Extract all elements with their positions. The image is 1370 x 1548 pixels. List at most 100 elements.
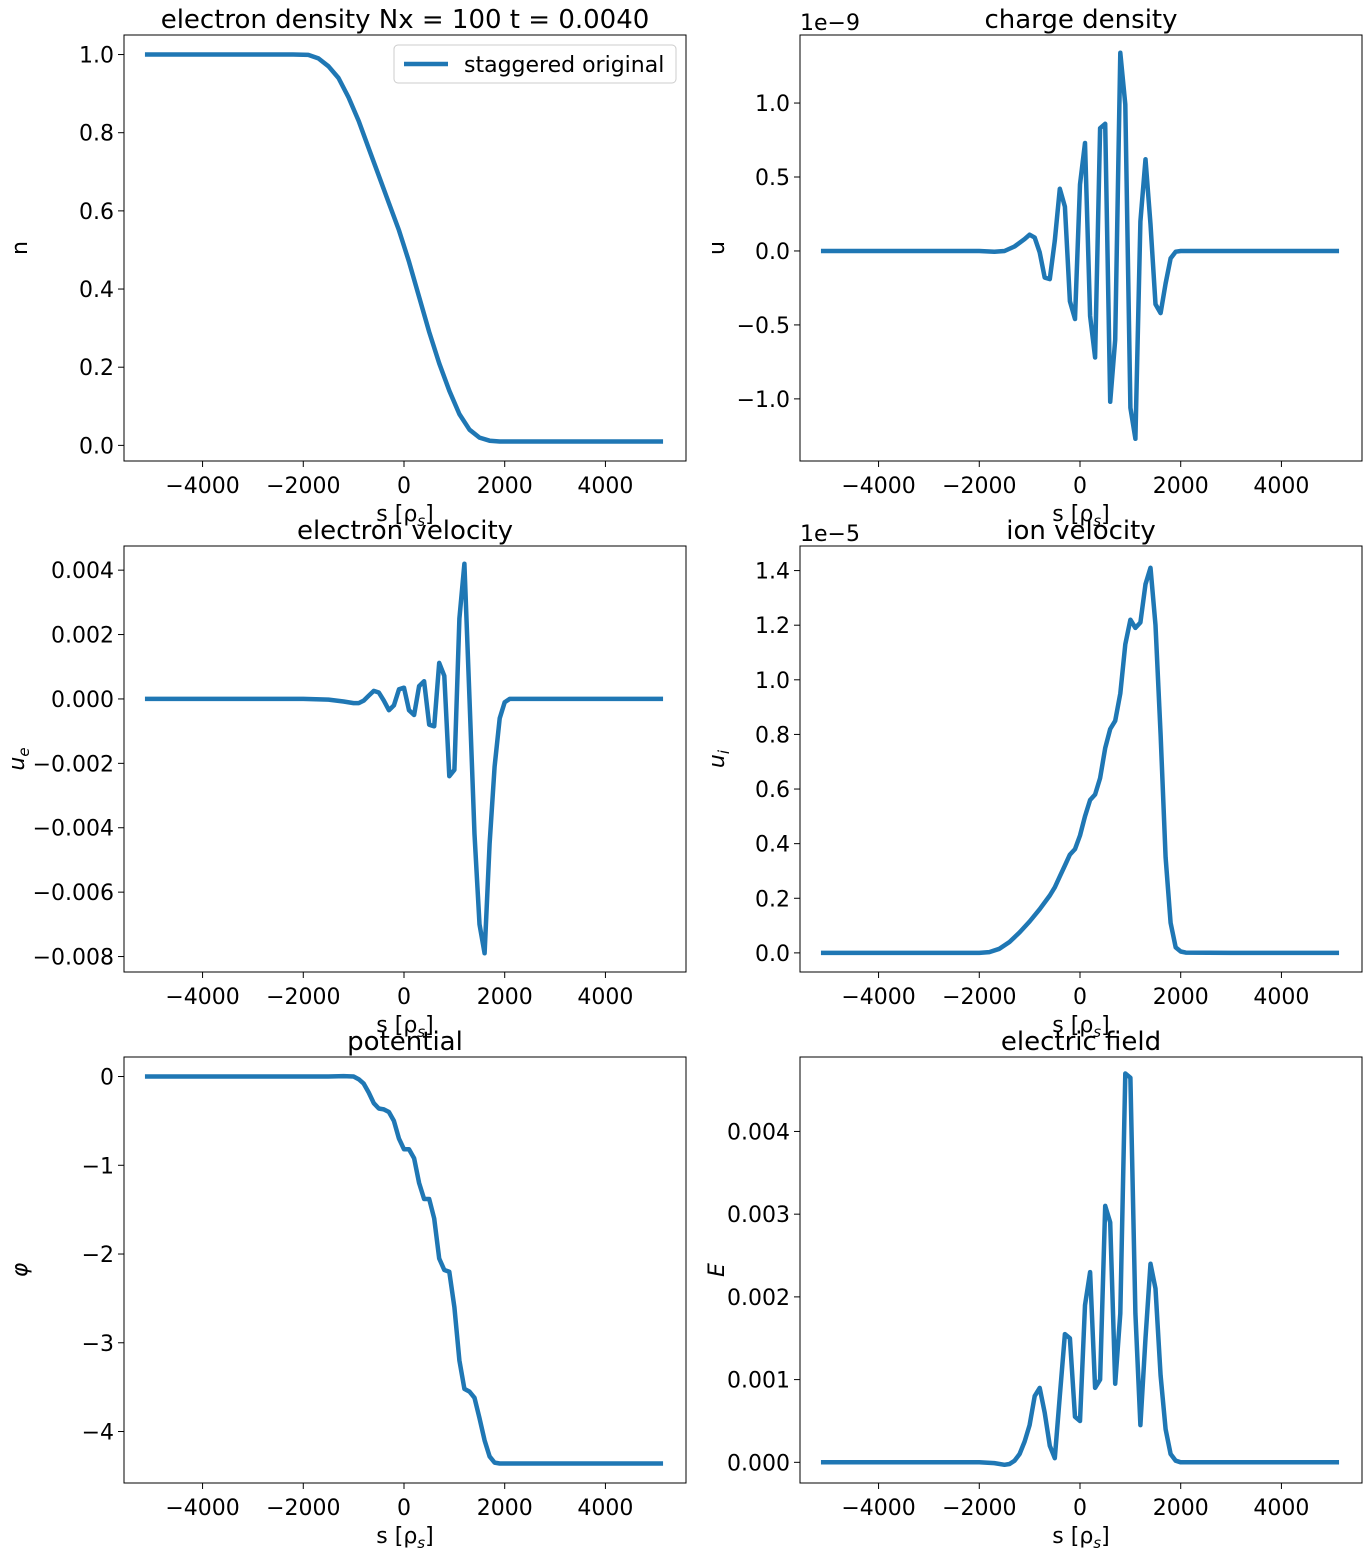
legend: staggered original: [393, 44, 677, 84]
y-tick-label: 1.0: [79, 44, 114, 69]
y-tick-label: 0.6: [755, 778, 790, 803]
y-axis-label-main: E: [705, 1263, 730, 1277]
y-axis-label-sub: e: [15, 747, 33, 756]
y-tick-label: 0.000: [727, 1451, 790, 1476]
y-tick-label: 1.0: [755, 669, 790, 694]
x-axis-label: s [ρs]: [376, 1013, 433, 1041]
x-axis-label-main: s [ρ: [376, 1524, 417, 1548]
y-tick-label: 1.4: [755, 560, 790, 585]
x-axis-label-main: s [ρ: [1052, 1013, 1093, 1038]
chart-title: charge density: [984, 5, 1177, 35]
y-tick-label: −1: [82, 1154, 114, 1179]
series-line-phi-0: [144, 1073, 664, 1466]
y-tick-label: 0.4: [755, 833, 790, 858]
y-axis-label-sub: i: [715, 749, 733, 754]
y-axis-label-main: u: [5, 757, 30, 771]
y-tick-label: 0.003: [727, 1203, 790, 1228]
x-tick-label: 0: [1073, 474, 1087, 499]
y-tick-label: 0.000: [51, 688, 114, 713]
chart-ue: −4000 −2000 0 2000 4000 −0.008 −0.006 −0.004 −0.…: [5, 516, 687, 1041]
x-axis-label-sub: s: [1093, 1023, 1101, 1041]
x-tick-label: 4000: [577, 1496, 633, 1521]
x-tick-label: 4000: [577, 474, 633, 499]
y-tick-label: 0.0: [79, 434, 114, 459]
y-axis-label-main: u: [705, 241, 730, 255]
x-tick-label: 2000: [477, 474, 533, 499]
x-axis-label-sub: s: [417, 1023, 425, 1041]
x-axis-label-main: s [ρ: [376, 502, 417, 527]
x-tick-label: −2000: [942, 985, 1016, 1010]
x-tick-label: 0: [1073, 985, 1087, 1010]
x-tick-label: −2000: [266, 474, 340, 499]
x-tick-label: −4000: [165, 474, 239, 499]
x-axis-label-tail: ]: [1101, 1013, 1110, 1038]
x-tick-label: −2000: [266, 1496, 340, 1521]
y-tick-label: 0.2: [79, 356, 114, 381]
y-tick-label: −0.006: [33, 881, 114, 906]
x-tick-label: −4000: [165, 985, 239, 1010]
series-line-density-0: [144, 52, 664, 444]
axes-frame: [123, 34, 687, 462]
y-tick-label: 0.004: [51, 559, 114, 584]
y-axis-label: ui: [705, 749, 733, 768]
y-tick-label: −0.004: [33, 817, 114, 842]
x-tick-label: 4000: [1253, 1496, 1309, 1521]
x-axis-label-sub: s: [417, 512, 425, 530]
x-tick-label: 4000: [577, 985, 633, 1010]
chart-charge: −4000 −2000 0 2000 4000 −1.0 −0.5 0.0 0.5 1.0 char…: [705, 5, 1363, 530]
y-axis-label-main: n: [8, 241, 33, 255]
x-axis-label: s [ρs]: [1052, 1013, 1109, 1041]
chart-title: electric field: [1001, 1027, 1161, 1057]
series-line-ue-0: [144, 561, 664, 956]
y-tick-label: 0.2: [755, 887, 790, 912]
y-axis-label: n: [8, 241, 33, 255]
legend-label: staggered original: [464, 53, 664, 78]
axes-frame: [799, 34, 1363, 462]
x-tick-label: 4000: [1253, 474, 1309, 499]
x-axis-label-tail: ]: [425, 502, 434, 527]
chart-title: electron velocity: [297, 516, 513, 546]
y-tick-label: −0.5: [737, 314, 790, 339]
x-tick-label: −4000: [841, 474, 915, 499]
x-axis-label: s [ρs]: [1052, 1524, 1109, 1548]
legend-box: [393, 44, 677, 84]
x-tick-label: 2000: [1153, 1496, 1209, 1521]
y-tick-label: 0.8: [79, 122, 114, 147]
y-axis-label: φ: [8, 1262, 33, 1277]
y-tick-label: 0: [100, 1066, 114, 1091]
x-axis-label-tail: ]: [1101, 1524, 1110, 1548]
x-tick-label: −2000: [942, 474, 1016, 499]
y-axis-label-main: u: [705, 754, 730, 768]
chart-ui: −4000 −2000 0 2000 4000 0.0 0.2 0.4 0.6 0.8 1.0 1.2…: [705, 516, 1363, 1041]
y-axis-label: u: [705, 241, 730, 255]
series-line-ui-0: [820, 565, 1340, 956]
x-axis-label: s [ρs]: [376, 1524, 433, 1548]
y-axis-label-main: φ: [8, 1262, 33, 1277]
y-tick-label: 0.5: [755, 166, 790, 191]
x-tick-label: −2000: [266, 985, 340, 1010]
y-axis-label: E: [705, 1263, 730, 1277]
x-tick-label: 2000: [1153, 985, 1209, 1010]
x-tick-label: 0: [397, 474, 411, 499]
x-axis-label: s [ρs]: [376, 502, 433, 530]
x-tick-label: −4000: [165, 1496, 239, 1521]
y-tick-label: −4: [82, 1421, 114, 1446]
x-tick-label: −4000: [841, 985, 915, 1010]
x-axis-label: s [ρs]: [1052, 502, 1109, 530]
y-tick-label: 0.002: [51, 624, 114, 649]
axes-frame: [799, 545, 1363, 973]
axes-frame: [123, 1056, 687, 1484]
axes-frame: [799, 1056, 1363, 1484]
y-tick-label: −0.002: [33, 752, 114, 777]
x-axis-label-main: s [ρ: [1052, 502, 1093, 527]
x-axis-label-main: s [ρ: [1052, 1524, 1093, 1548]
x-tick-label: 2000: [477, 1496, 533, 1521]
chart-efield: −4000 −2000 0 2000 4000 0.000 0.001 0.002 0.003 0…: [705, 1027, 1363, 1548]
y-tick-label: 0.004: [727, 1120, 790, 1145]
chart-phi: −4000 −2000 0 2000 4000 −4 −3 −2 −1 0 potential s […: [8, 1027, 687, 1548]
chart-title: electron density Nx = 100 t = 0.0040: [161, 5, 650, 35]
x-tick-label: −2000: [942, 1496, 1016, 1521]
x-tick-label: 4000: [1253, 985, 1309, 1010]
offset-text: 1e−5: [800, 522, 860, 547]
